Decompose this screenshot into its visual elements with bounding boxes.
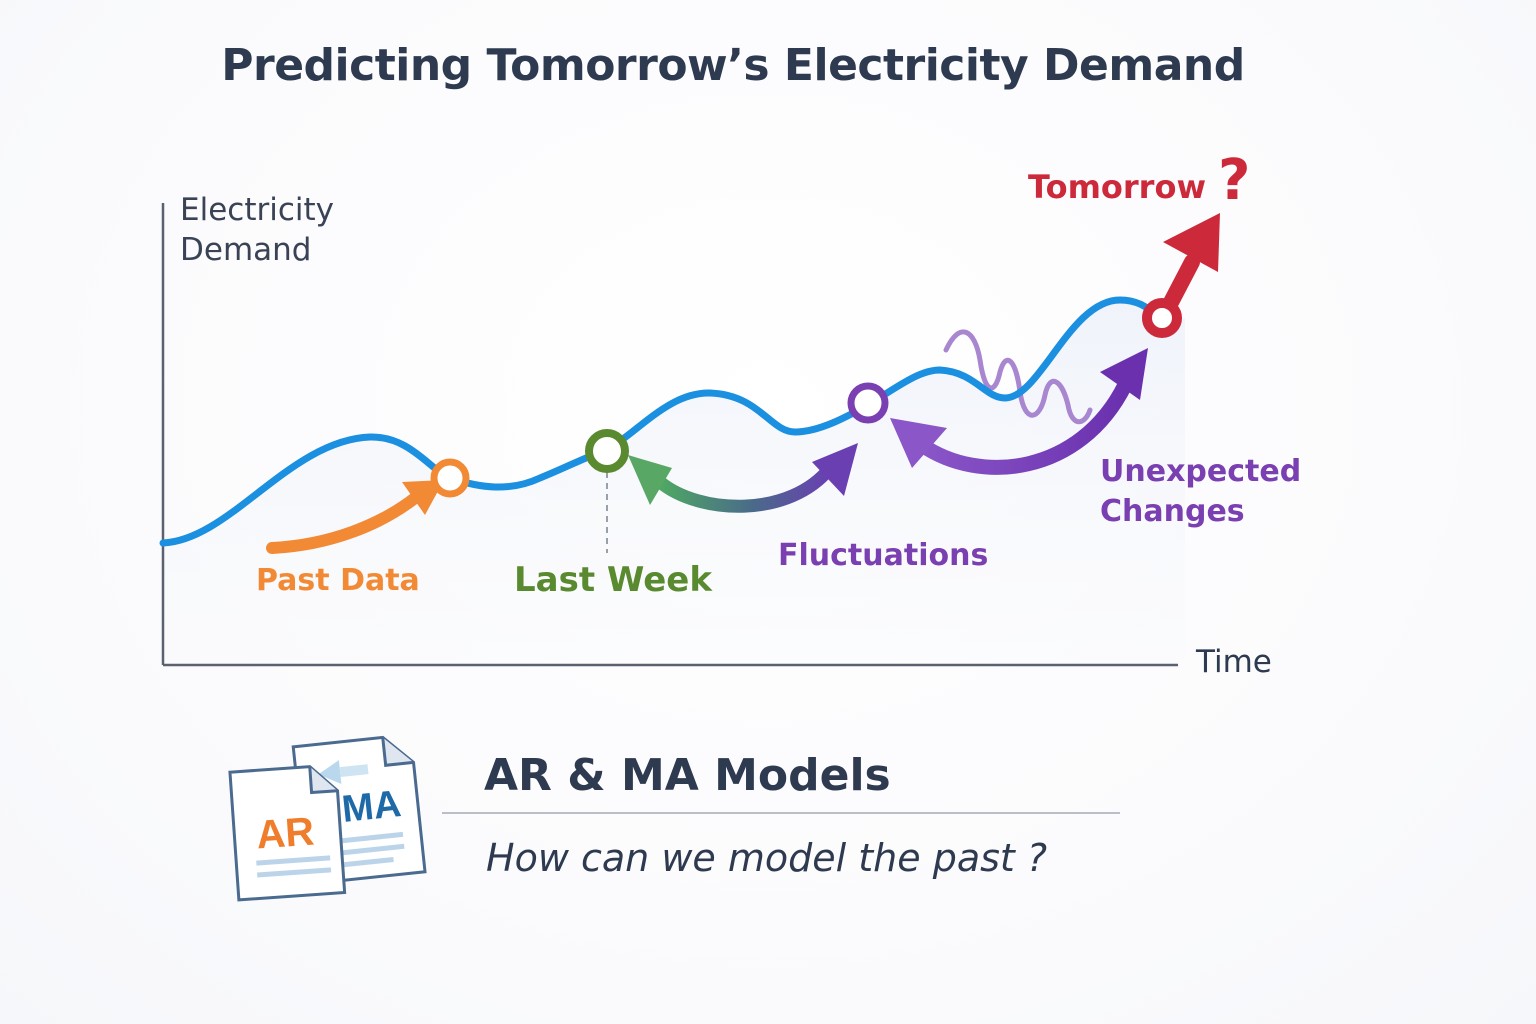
ar-ma-documents-icon: MA AR (228, 735, 427, 902)
demand-curve (159, 296, 1166, 547)
fluctuations-marker (847, 382, 889, 424)
ar-document-icon: AR (228, 765, 347, 902)
unexpected-changes-line1: Unexpected (1100, 454, 1302, 489)
tomorrow-marker (1142, 298, 1182, 338)
last-week-arrowhead (628, 455, 672, 505)
last-week-marker (585, 429, 629, 473)
past-data-marker (430, 458, 470, 498)
past-data-arrow (266, 492, 421, 554)
y-axis-label-line2: Demand (180, 232, 312, 268)
ma-text: MA (340, 783, 403, 831)
fluctuations-label: Fluctuations (778, 538, 989, 573)
tomorrow-label: Tomorrow (1028, 168, 1206, 206)
models-question: How can we model the past ? (486, 836, 1048, 880)
unexpected-changes-line2: Changes (1100, 494, 1245, 529)
question-mark-icon: ? (1218, 148, 1251, 213)
models-heading: AR & MA Models (484, 750, 891, 801)
heading-divider (442, 812, 1120, 814)
last-week-label: Last Week (514, 560, 712, 600)
unexpected-arrowhead-left (890, 418, 947, 468)
ar-text: AR (255, 810, 316, 858)
past-data-arrowhead (402, 480, 444, 515)
unexpected-changes-label: Unexpected Changes (1100, 452, 1301, 532)
y-axis-label-line1: Electricity (180, 192, 334, 228)
page-title: Predicting Tomorrow’s Electricity Demand (221, 40, 1245, 91)
fluctuations-arrowhead (812, 443, 858, 496)
y-axis-label: Electricity Demand (180, 190, 334, 270)
last-week-arrow (653, 461, 837, 513)
unexpected-squiggle (943, 329, 1093, 425)
tomorrow-arrow (1160, 254, 1200, 316)
demand-area (163, 300, 1185, 660)
unexpected-arrowhead-right (1100, 348, 1148, 400)
x-axis-label: Time (1196, 644, 1272, 680)
past-data-label: Past Data (256, 563, 420, 598)
unexpected-arrow (914, 377, 1133, 475)
tomorrow-arrowhead (1163, 213, 1220, 272)
